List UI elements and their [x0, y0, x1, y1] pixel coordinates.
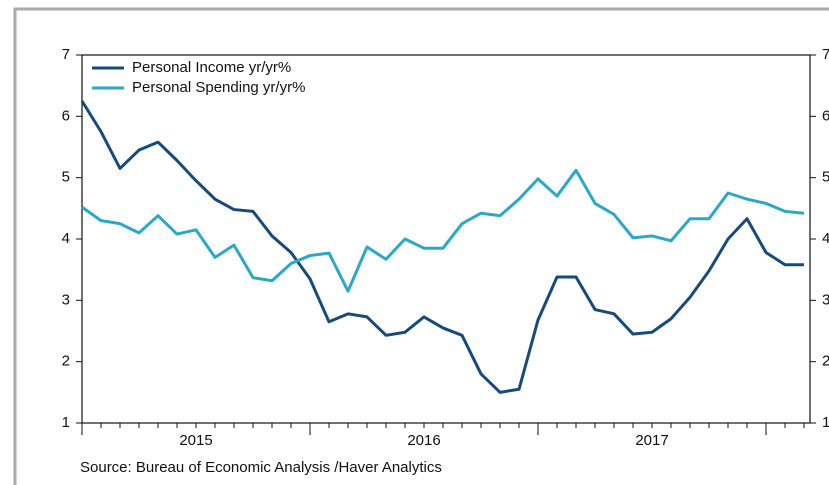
y2-tick-label: 2: [822, 353, 829, 370]
y-tick-label: 7: [62, 46, 70, 63]
source-note: Source: Bureau of Economic Analysis /Hav…: [80, 459, 442, 476]
y2-tick-label: 1: [822, 414, 829, 431]
series-line: [81, 168, 805, 293]
plot-frame: [81, 54, 811, 424]
x-tick-label: 2016: [407, 432, 440, 449]
y-tick-label: 6: [62, 107, 70, 124]
legend-label: Personal Spending yr/yr%: [132, 79, 305, 96]
y-tick-label: 5: [62, 169, 70, 186]
y-tick-label: 1: [62, 414, 70, 431]
x-tick-label: 2017: [635, 432, 668, 449]
y2-tick-label: 7: [822, 46, 829, 63]
y2-tick-label: 6: [822, 107, 829, 124]
x-tick-label: 2015: [179, 432, 212, 449]
y2-tick-label: 5: [822, 169, 829, 186]
series-line: [80, 100, 804, 394]
y2-tick-label: 3: [822, 291, 829, 308]
y-tick-label: 2: [62, 353, 70, 370]
y-tick-label: 4: [62, 230, 70, 247]
y2-tick-label: 4: [822, 230, 829, 247]
frame: [13, 7, 829, 485]
y-tick-label: 3: [62, 291, 70, 308]
legend-label: Personal Income yr/yr%: [132, 59, 291, 76]
